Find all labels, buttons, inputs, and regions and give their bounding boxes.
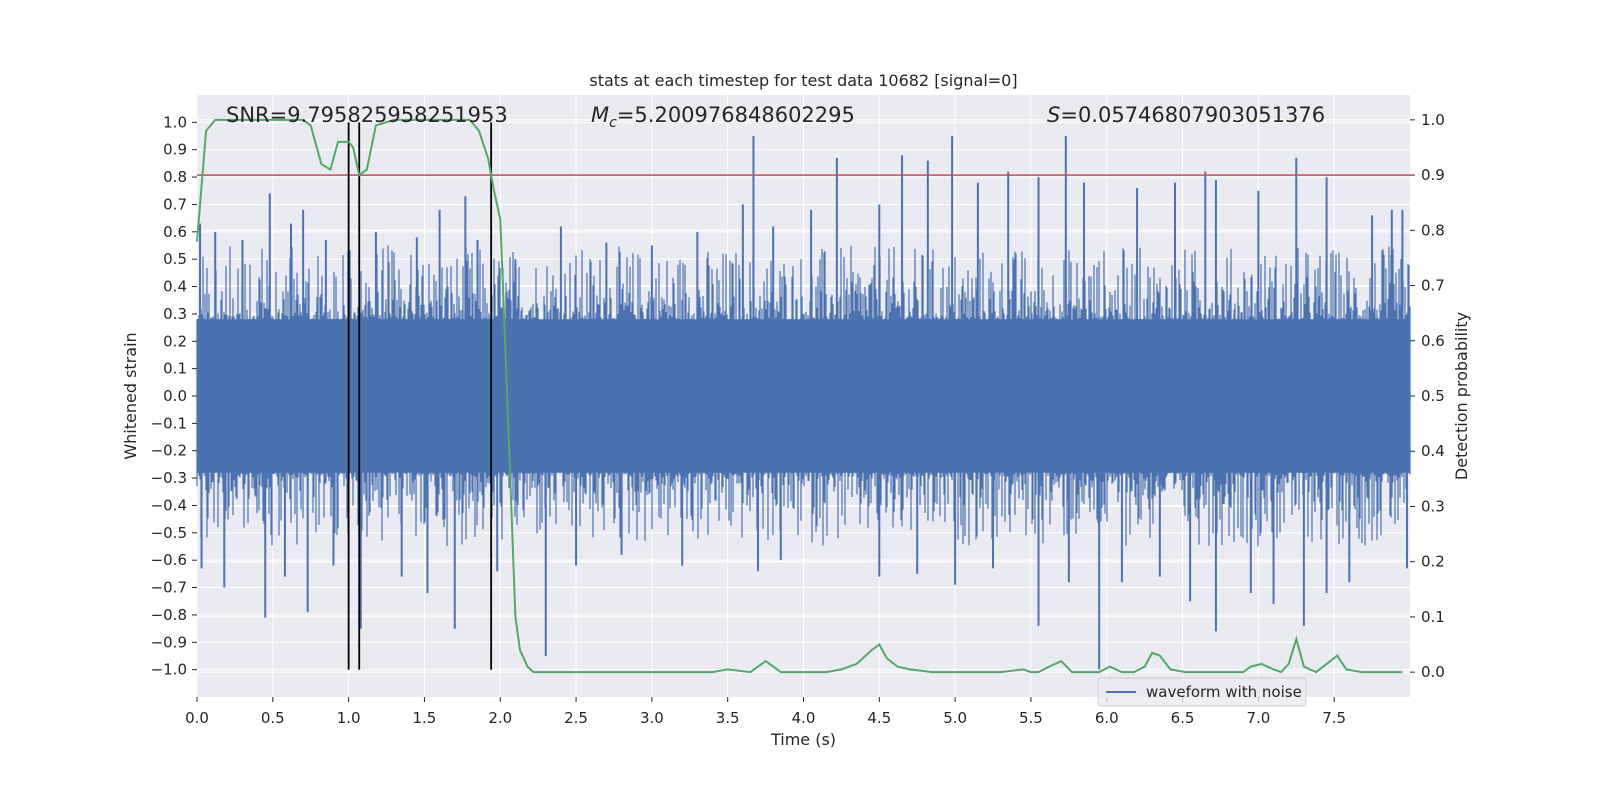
y-tick-label: 0.8 bbox=[163, 168, 187, 186]
chart-title: stats at each timestep for test data 106… bbox=[589, 71, 1017, 90]
y2-tick-label: 0.1 bbox=[1421, 608, 1445, 626]
y2-tick-label: 0.5 bbox=[1421, 387, 1445, 405]
x-tick-label: 1.0 bbox=[337, 709, 361, 727]
x-axis-label: Time (s) bbox=[770, 730, 836, 749]
chirp-mass-symbol: M bbox=[591, 103, 609, 127]
y-axis-label: Whitened strain bbox=[121, 332, 140, 459]
y-tick-label: 0.4 bbox=[163, 278, 187, 296]
x-tick-label: 1.5 bbox=[413, 709, 437, 727]
y2-tick-label: 0.7 bbox=[1421, 277, 1445, 295]
x-tick-label: 4.0 bbox=[792, 709, 816, 727]
y2-tick-label: 0.8 bbox=[1421, 221, 1445, 239]
y-tick-label: 0.3 bbox=[163, 305, 187, 323]
x-tick-label: 7.0 bbox=[1246, 709, 1270, 727]
y-tick-label: 0.9 bbox=[163, 141, 187, 159]
chirp-mass-annotation: Mc=5.200976848602295 bbox=[591, 103, 855, 131]
y-tick-label: −0.1 bbox=[151, 414, 187, 432]
x-tick-label: 7.5 bbox=[1322, 709, 1346, 727]
s-annotation: S=0.05746807903051376 bbox=[1047, 103, 1325, 127]
y-tick-label: −0.9 bbox=[151, 633, 187, 651]
chirp-mass-subscript: c bbox=[609, 115, 617, 131]
x-tick-label: 5.5 bbox=[1019, 709, 1043, 727]
y-tick-label: 0.6 bbox=[163, 223, 187, 241]
y-tick-label: −0.4 bbox=[151, 496, 187, 514]
y-tick-label: −0.7 bbox=[151, 579, 187, 597]
detection-probability-line bbox=[196, 118, 1403, 674]
y-tick-label: −0.3 bbox=[151, 469, 187, 487]
y-tick-label: −0.8 bbox=[151, 606, 187, 624]
reference-lines bbox=[197, 122, 1410, 670]
y2-tick-label: 0.9 bbox=[1421, 166, 1445, 184]
x-tick-label: 6.5 bbox=[1171, 709, 1195, 727]
y2-tick-label: 0.3 bbox=[1421, 497, 1445, 515]
x-tick-label: 5.0 bbox=[943, 709, 967, 727]
legend-frame bbox=[1097, 677, 1307, 707]
y-tick-label: −0.6 bbox=[151, 551, 187, 569]
x-tick-label: 2.0 bbox=[488, 709, 512, 727]
y-tick-label: 0.0 bbox=[163, 387, 187, 405]
s-symbol: S bbox=[1047, 103, 1060, 127]
x-tick-label: 2.5 bbox=[564, 709, 588, 727]
y-tick-label: −0.5 bbox=[151, 524, 187, 542]
x-tick-label: 3.0 bbox=[640, 709, 664, 727]
y2-tick-label: 0.4 bbox=[1421, 442, 1445, 460]
legend: waveform with noise bbox=[1097, 677, 1307, 707]
x-tick-label: 0.0 bbox=[185, 709, 209, 727]
x-tick-label: 0.5 bbox=[261, 709, 285, 727]
x-tick-label: 4.5 bbox=[867, 709, 891, 727]
y2-axis-label: Detection probability bbox=[1452, 312, 1471, 480]
chirp-mass-value: =5.200976848602295 bbox=[617, 103, 855, 127]
waveform-core bbox=[197, 319, 1410, 473]
y-tick-label: 0.1 bbox=[163, 360, 187, 378]
y2-tick-label: 1.0 bbox=[1421, 111, 1445, 129]
legend-label: waveform with noise bbox=[1146, 683, 1302, 701]
tick-labels: 0.0 0.5 1.0 1.5 2.0 2.5 3.0 3.5 4.0 4.5 5.0 5.5 6.0 6… bbox=[151, 111, 1445, 727]
s-value: =0.05746807903051376 bbox=[1060, 103, 1325, 127]
waveform-series bbox=[196, 136, 1411, 670]
x-tick-label: 3.5 bbox=[716, 709, 740, 727]
y-tick-label: 0.7 bbox=[163, 195, 187, 213]
y-tick-label: 0.5 bbox=[163, 250, 187, 268]
y-tick-label: 0.2 bbox=[163, 332, 187, 350]
y-tick-label: −1.0 bbox=[151, 661, 187, 679]
x-tick-label: 6.0 bbox=[1095, 709, 1119, 727]
y-tick-label: 1.0 bbox=[163, 113, 187, 131]
y2-tick-label: 0.2 bbox=[1421, 553, 1445, 571]
snr-annotation: SNR=9.795825958251953 bbox=[226, 103, 508, 127]
y-tick-label: −0.2 bbox=[151, 442, 187, 460]
y2-tick-label: 0.0 bbox=[1421, 663, 1445, 681]
y2-tick-label: 0.6 bbox=[1421, 332, 1445, 350]
